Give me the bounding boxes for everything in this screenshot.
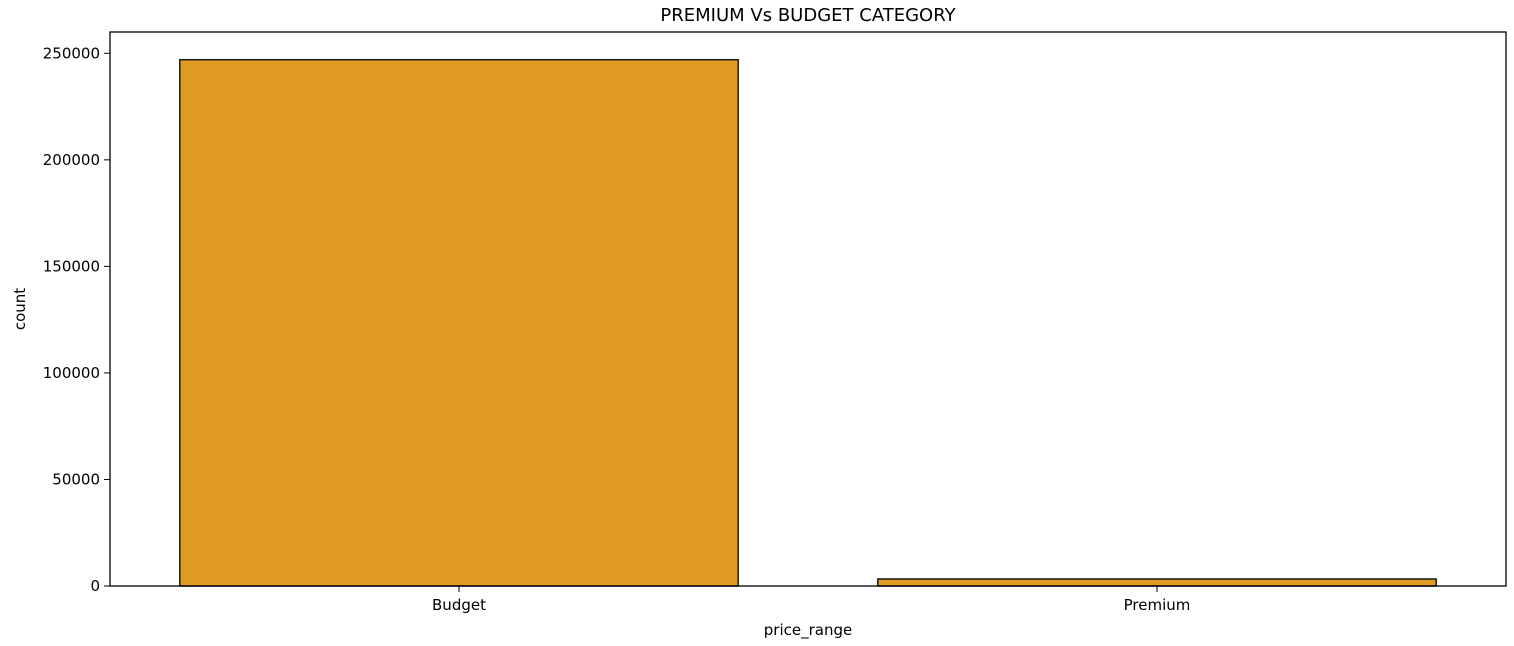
bars-group xyxy=(179,58,1437,587)
x-tick-label-premium: Premium xyxy=(1124,596,1191,614)
y-tick-label: 100000 xyxy=(43,364,100,382)
chart-title: PREMIUM Vs BUDGET CATEGORY xyxy=(660,5,956,26)
y-tick-label: 150000 xyxy=(43,257,100,275)
y-tick-label: 0 xyxy=(90,577,100,595)
y-axis-label: count xyxy=(11,288,29,330)
bar-budget xyxy=(179,58,739,587)
x-tick-label-budget: Budget xyxy=(432,596,486,614)
bar-premium xyxy=(877,578,1437,587)
x-axis-ticks: Budget Premium xyxy=(432,586,1190,614)
y-tick-label: 200000 xyxy=(43,151,100,169)
x-axis-label: price_range xyxy=(764,621,852,640)
y-tick-label: 50000 xyxy=(52,470,100,488)
y-tick-label: 250000 xyxy=(43,44,100,62)
y-axis-ticks: 0 50000 100000 150000 200000 250000 xyxy=(43,44,110,595)
plot-frame xyxy=(109,31,1507,587)
